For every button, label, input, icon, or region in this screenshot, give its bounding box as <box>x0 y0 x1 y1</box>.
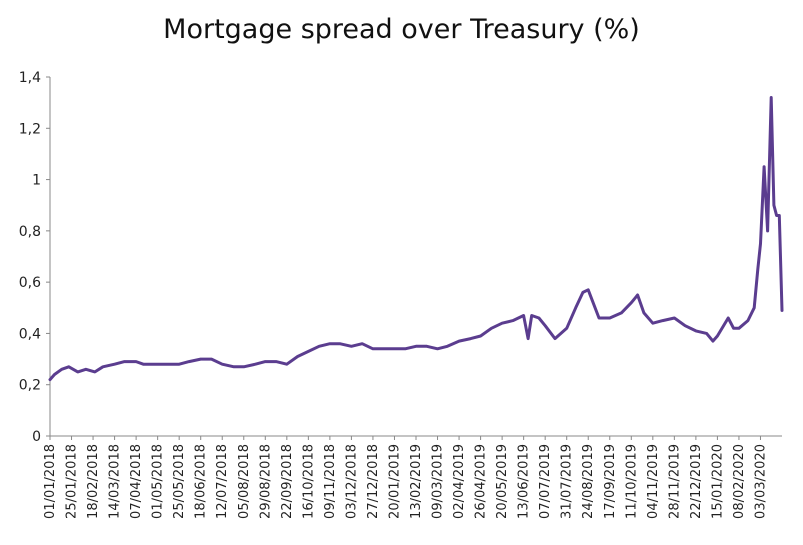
x-tick-label: 02/04/2019 <box>452 444 467 519</box>
x-tick-label: 18/06/2018 <box>194 444 209 519</box>
x-tick-label: 26/04/2019 <box>474 444 489 519</box>
x-tick-label: 20/01/2019 <box>387 444 402 519</box>
x-tick-label: 05/08/2018 <box>237 444 252 519</box>
x-tick-label: 25/01/2018 <box>65 444 80 519</box>
y-tick-label: 0,4 <box>19 326 41 342</box>
y-tick-label: 1,2 <box>19 121 41 137</box>
y-tick-label: 0,6 <box>19 275 41 291</box>
x-tick-label: 01/05/2018 <box>151 444 166 519</box>
series-line <box>48 96 784 382</box>
x-tick-label: 11/10/2019 <box>624 444 639 519</box>
x-tick-label: 09/03/2019 <box>431 444 446 519</box>
x-tick-label: 08/02/2020 <box>732 444 747 519</box>
y-tick-label: 0,8 <box>19 224 41 240</box>
x-tick-label: 20/05/2019 <box>495 444 510 519</box>
y-tick-label: 1,4 <box>19 70 41 86</box>
x-tick-label: 13/06/2019 <box>517 444 532 519</box>
y-tick-label: 1 <box>32 173 41 189</box>
x-tick-label: 17/09/2019 <box>603 444 618 519</box>
x-axis: 01/01/2018 25/01/2018 18/02/2018 14/03/2018… <box>43 435 782 519</box>
x-tick-label: 27/12/2018 <box>366 444 381 519</box>
x-tick-label: 13/02/2019 <box>409 444 424 519</box>
x-tick-label: 15/01/2020 <box>710 444 725 519</box>
x-tick-label: 16/10/2018 <box>301 444 316 519</box>
y-tick-label: 0 <box>32 429 41 445</box>
x-tick-label: 07/07/2019 <box>538 444 553 519</box>
x-tick-label: 29/08/2018 <box>258 444 273 519</box>
x-tick-label: 18/02/2018 <box>86 444 101 519</box>
x-tick-label: 01/01/2018 <box>43 444 58 519</box>
y-tick-label: 0,2 <box>19 378 41 394</box>
x-tick-label: 12/07/2018 <box>215 444 230 519</box>
x-tick-label: 24/08/2019 <box>581 444 596 519</box>
x-tick-label: 09/11/2018 <box>323 444 338 519</box>
x-tick-label: 25/05/2018 <box>172 444 187 519</box>
x-tick-label: 14/03/2018 <box>108 444 123 519</box>
series-group <box>48 96 784 382</box>
x-tick-label: 07/04/2018 <box>129 444 144 519</box>
y-axis: 0 0,2 0,4 0,6 0,8 1 1,2 1,4 <box>19 70 51 445</box>
x-tick-label: 28/11/2019 <box>667 444 682 519</box>
chart-title: Mortgage spread over Treasury (%) <box>163 14 640 45</box>
x-tick-label: 22/09/2018 <box>280 444 295 519</box>
x-tick-label: 04/11/2019 <box>646 444 661 519</box>
x-tick-label: 22/12/2019 <box>689 444 704 519</box>
x-tick-label: 03/03/2020 <box>753 444 768 519</box>
x-tick-label: 31/07/2019 <box>560 444 575 519</box>
x-tick-label: 03/12/2018 <box>344 444 359 519</box>
